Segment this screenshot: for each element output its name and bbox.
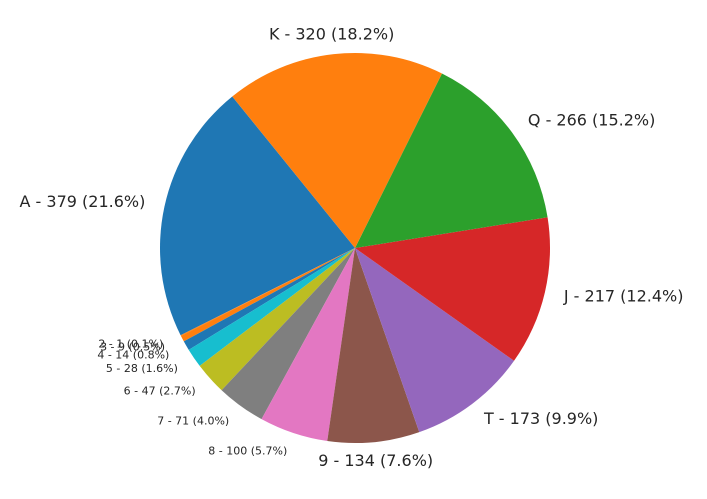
pie-label-4: 4 - 14 (0.8%) (97, 348, 169, 361)
pie-label-T: T - 173 (9.9%) (483, 409, 598, 428)
pie-slice-A (159, 96, 355, 336)
pie-label-8: 8 - 100 (5.7%) (208, 445, 287, 458)
pie-slice-7 (221, 248, 355, 420)
pie-slice-8 (261, 248, 355, 442)
pie-label-9: 9 - 134 (7.6%) (318, 451, 433, 470)
pie-label-3: 3 - 9 (0.5%) (100, 341, 165, 354)
pie-slice-6 (199, 248, 355, 391)
pie-label-K: K - 320 (18.2%) (269, 24, 394, 43)
pie-label-6: 6 - 47 (2.7%) (124, 385, 196, 398)
pie-slices (159, 53, 550, 443)
pie-label-2: 2 - 1 (0.1%) (98, 337, 163, 350)
pie-label-Q: Q - 266 (15.2%) (528, 111, 655, 130)
pie-slice-5 (188, 248, 355, 366)
pie-labels: A - 379 (21.6%) 2 - 1 (0.1%)3 - 9 (0.5%)4… (20, 24, 684, 470)
pie-slice-4 (183, 248, 355, 350)
pie-label-A: A - 379 (21.6%) (20, 192, 146, 211)
pie-label-7: 7 - 71 (4.0%) (157, 415, 229, 428)
pie-slice-3 (180, 248, 355, 342)
pie-slice-K (232, 53, 442, 249)
pie-slice-9 (327, 248, 420, 443)
pie-label-5: 5 - 28 (1.6%) (106, 362, 178, 375)
pie-slice-2 (180, 248, 355, 336)
pie-slice-Q (355, 73, 548, 248)
pie-label-J: J - 217 (12.4%) (563, 286, 684, 305)
pie-slice-J (355, 217, 550, 361)
pie-slice-T (355, 248, 515, 433)
